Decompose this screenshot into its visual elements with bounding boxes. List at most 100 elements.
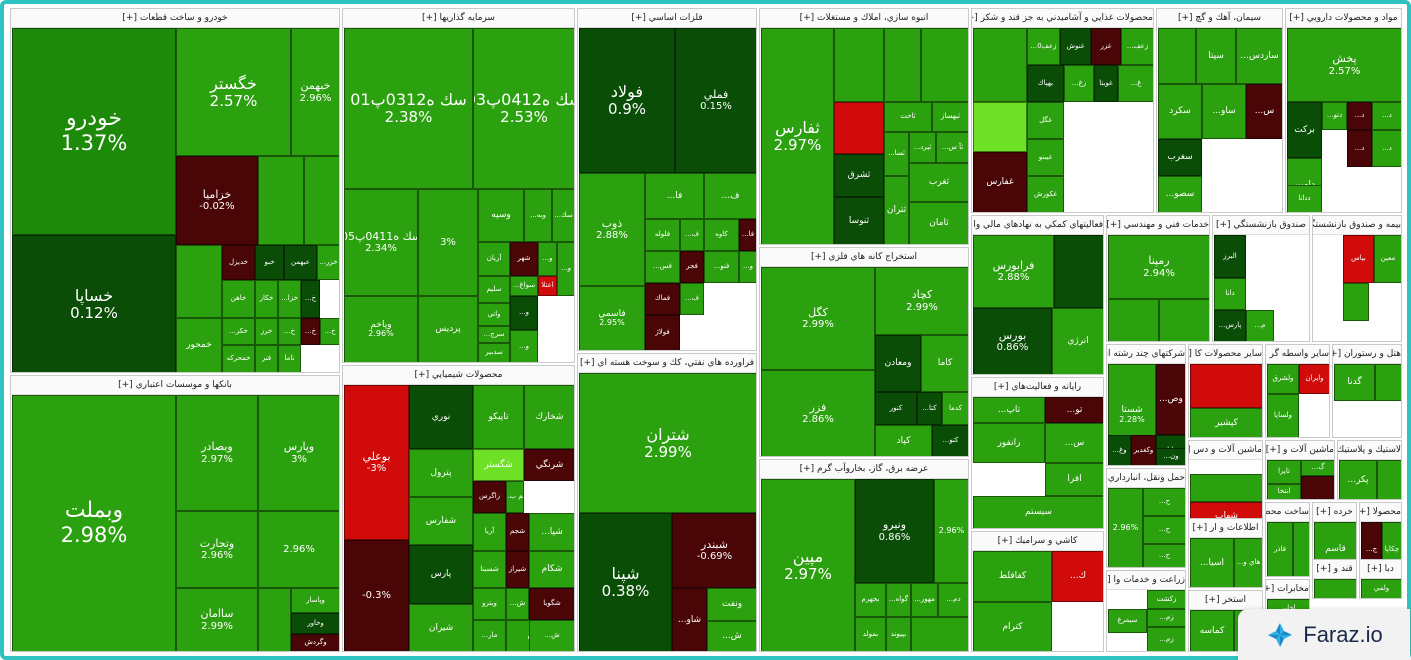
- stock-tile[interactable]: ...ثپرد: [909, 132, 936, 163]
- stock-tile[interactable]: 3%: [418, 189, 478, 296]
- stock-tile[interactable]: بورس 0.86%: [973, 308, 1052, 374]
- stock-tile[interactable]: غكورش: [1027, 176, 1064, 212]
- stock-tile[interactable]: ولشرق: [1267, 364, 1299, 394]
- stock-tile[interactable]: افرا: [1045, 463, 1103, 496]
- stock-tile[interactable]: [973, 102, 1027, 152]
- stock-tile[interactable]: ...مهور: [911, 583, 938, 617]
- sector-title[interactable]: استخراج كانه هاي فلزي [+]: [760, 248, 968, 267]
- stock-tile[interactable]: كفافلط: [973, 551, 1052, 602]
- stock-tile[interactable]: ...ش: [506, 588, 529, 620]
- stock-tile[interactable]: ...سصو: [1158, 176, 1202, 212]
- sector-title[interactable]: سرمايه گذاريها [+]: [343, 9, 574, 28]
- stock-tile[interactable]: فزر 2.86%: [761, 370, 875, 456]
- stock-tile[interactable]: ...پارس: [1214, 310, 1246, 341]
- stock-tile[interactable]: [1054, 235, 1103, 308]
- stock-tile[interactable]: ونيرو 0.86%: [855, 479, 934, 583]
- stock-tile[interactable]: ...ساو: [1202, 84, 1246, 139]
- stock-tile[interactable]: [304, 156, 339, 245]
- sector-title[interactable]: ماشين آلات و دس [+]: [1189, 441, 1262, 460]
- stock-tile[interactable]: شيران: [409, 604, 473, 651]
- stock-tile[interactable]: خبهمن 2.96%: [291, 28, 339, 156]
- stock-tile[interactable]: ذوب 2.88%: [579, 173, 645, 286]
- stock-tile[interactable]: كاوه: [704, 219, 739, 251]
- stock-tile[interactable]: كاما: [921, 335, 968, 392]
- stock-tile[interactable]: ...فا: [645, 173, 704, 219]
- sector-title[interactable]: ساخت محصولا [+]: [1266, 503, 1309, 522]
- stock-tile[interactable]: وگردش: [291, 634, 339, 651]
- stock-tile[interactable]: ...سواغ: [510, 276, 538, 296]
- stock-tile[interactable]: ...گ: [1301, 460, 1334, 476]
- stock-tile[interactable]: سك ه0312پ01 2.38%: [344, 28, 473, 189]
- stock-tile[interactable]: ...وص: [1156, 364, 1185, 435]
- stock-tile[interactable]: ...خ: [278, 318, 301, 345]
- stock-tile[interactable]: بپاس: [1343, 235, 1374, 283]
- stock-tile[interactable]: نوري: [409, 385, 473, 449]
- sector-title[interactable]: بانكها و موسسات اعتباري [+]: [11, 376, 339, 395]
- stock-tile[interactable]: خديزل: [222, 245, 255, 280]
- stock-tile[interactable]: كترام: [973, 602, 1052, 651]
- stock-tile[interactable]: وخاور: [291, 613, 339, 634]
- sector-title[interactable]: شركتهاي چند رشته اي صنعتي [+]: [1107, 345, 1185, 364]
- stock-tile[interactable]: ...ساردس: [1236, 28, 1282, 84]
- stock-tile[interactable]: معين: [1374, 235, 1401, 283]
- sector-title[interactable]: بيمه و صندوق بازنشستگي [+]: [1313, 216, 1401, 235]
- stock-tile[interactable]: البرز: [1214, 235, 1246, 278]
- stock-tile[interactable]: ثامان: [909, 202, 968, 244]
- stock-tile[interactable]: كدما: [942, 392, 968, 425]
- stock-tile[interactable]: ...د: [1372, 130, 1401, 167]
- stock-tile[interactable]: فولاد 0.9%: [579, 28, 675, 173]
- stock-tile[interactable]: ...ف: [680, 219, 704, 251]
- sector-title[interactable]: زراعت و خدمات وا [+]: [1107, 571, 1185, 590]
- stock-tile[interactable]: آريا: [473, 513, 506, 551]
- stock-tile[interactable]: بركت: [1287, 102, 1322, 158]
- stock-tile[interactable]: وايران: [1299, 364, 1329, 394]
- stock-tile[interactable]: ...ك: [1052, 551, 1103, 602]
- stock-tile[interactable]: ...فنو: [704, 251, 739, 283]
- stock-tile[interactable]: وتجارت 2.96%: [176, 511, 258, 588]
- stock-tile[interactable]: ...زعف0: [1027, 28, 1060, 65]
- stock-tile[interactable]: شيراز: [506, 551, 529, 588]
- stock-tile[interactable]: ...زم: [1147, 627, 1185, 651]
- stock-tile[interactable]: ...فس: [645, 251, 680, 283]
- stock-tile[interactable]: [1377, 460, 1401, 499]
- stock-tile[interactable]: فرابورس 2.88%: [973, 235, 1054, 308]
- stock-tile[interactable]: ...تاپ: [973, 397, 1045, 423]
- stock-tile[interactable]: فملي 0.15%: [675, 28, 756, 173]
- stock-tile[interactable]: پرديس: [418, 296, 478, 362]
- stock-tile[interactable]: [1159, 299, 1209, 341]
- stock-tile[interactable]: ...مار: [473, 620, 506, 651]
- stock-tile[interactable]: ...ح: [1143, 516, 1185, 544]
- stock-tile[interactable]: ...ش: [707, 621, 756, 651]
- stock-tile[interactable]: پخش 2.57%: [1287, 28, 1401, 102]
- stock-tile[interactable]: ثبهساز: [932, 102, 968, 132]
- stock-tile[interactable]: غيبنو: [1027, 139, 1064, 176]
- stock-tile[interactable]: ...شاو: [672, 588, 707, 651]
- sector-title[interactable]: محصولا [+]: [1360, 503, 1401, 522]
- stock-tile[interactable]: ...جم ب: [506, 481, 524, 513]
- stock-tile[interactable]: ...ف: [704, 173, 756, 219]
- stock-tile[interactable]: [834, 102, 884, 154]
- stock-tile[interactable]: مپين 2.97%: [761, 479, 855, 651]
- sector-title[interactable]: عرضه برق، گاز، بخاروآب گرم [+]: [760, 460, 968, 479]
- stock-tile[interactable]: غويتا: [1094, 65, 1118, 102]
- stock-tile[interactable]: خگستر 2.57%: [176, 28, 291, 156]
- stock-tile[interactable]: كپشير: [1190, 408, 1262, 437]
- stock-tile[interactable]: زكشت: [1147, 590, 1185, 609]
- stock-tile[interactable]: ...و: [510, 330, 538, 362]
- stock-tile[interactable]: ...و: [557, 242, 574, 296]
- sector-title[interactable]: استخر [+]: [1189, 591, 1262, 610]
- stock-tile[interactable]: [1190, 474, 1262, 502]
- stock-tile[interactable]: كنور: [875, 392, 917, 425]
- stock-tile[interactable]: خمحور: [176, 318, 222, 372]
- stock-tile[interactable]: ...غ: [1118, 65, 1153, 102]
- stock-tile[interactable]: سغرب: [1158, 139, 1202, 176]
- stock-tile[interactable]: ...اسيا: [1190, 538, 1234, 587]
- sector-title[interactable]: مخابرات [+]: [1266, 580, 1309, 599]
- stock-tile[interactable]: ...وبه: [524, 189, 552, 242]
- sector-title[interactable]: فلزات اساسي [+]: [578, 9, 756, 28]
- stock-tile[interactable]: سپتا: [1196, 28, 1236, 84]
- stock-tile[interactable]: ...ثسا: [884, 132, 909, 176]
- stock-tile[interactable]: ...س: [1045, 423, 1103, 463]
- stock-tile[interactable]: شبندر -0.69%: [672, 513, 756, 588]
- stock-tile[interactable]: [884, 28, 921, 102]
